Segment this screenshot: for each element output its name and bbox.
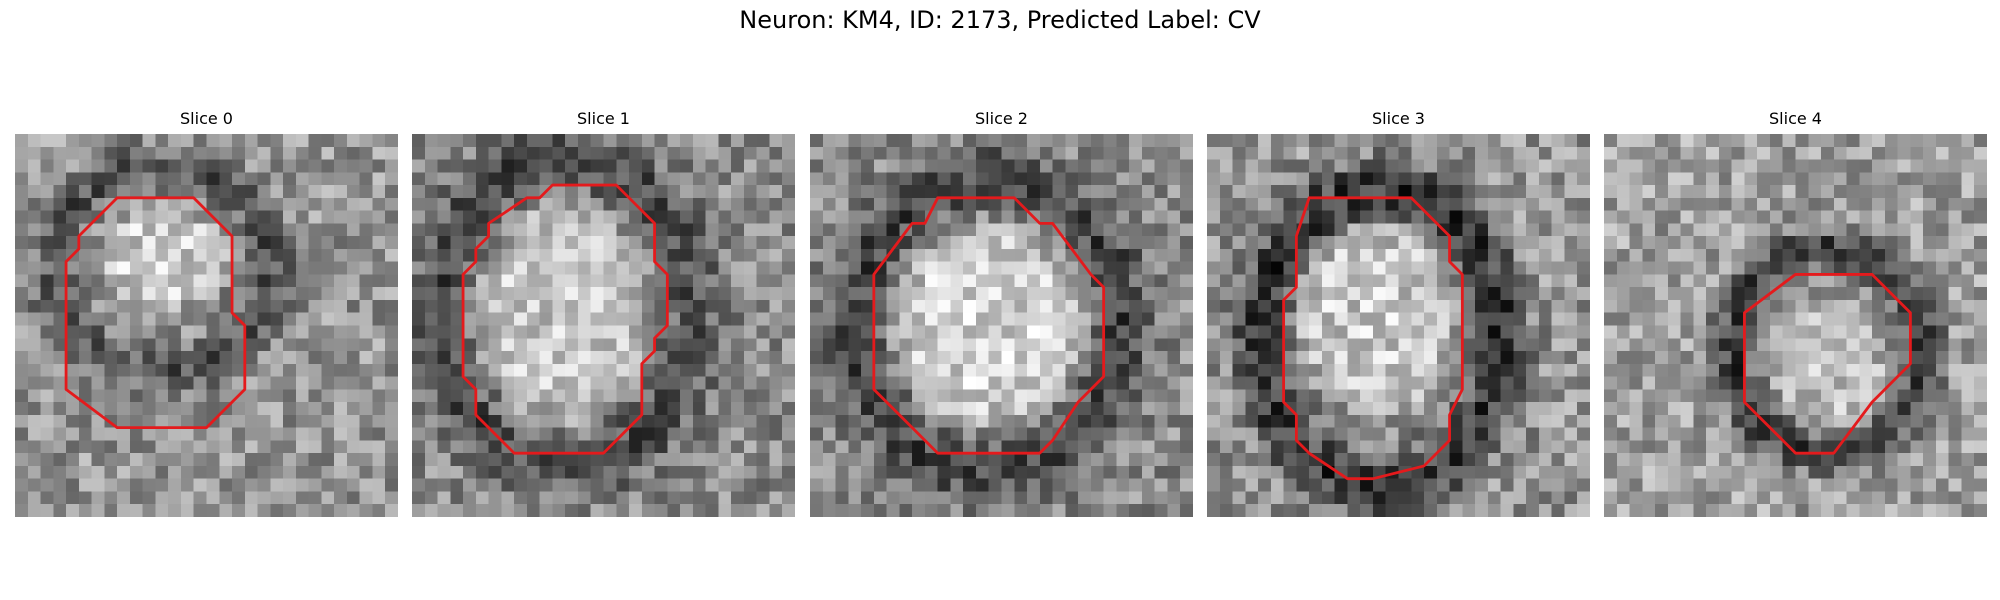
slice-title: Slice 0 [180,109,233,128]
segmentation-contour [1743,273,1912,455]
slice-image [1604,134,1987,517]
slice-panel-0: Slice 0 [15,108,398,517]
segmentation-contour [872,196,1106,455]
slice-image [412,134,795,517]
slice-image [810,134,1193,517]
slice-title: Slice 2 [975,109,1028,128]
segmentation-contour [461,183,669,455]
slice-title: Slice 1 [577,109,630,128]
segmentation-contour [64,196,247,430]
slice-title: Slice 4 [1769,109,1822,128]
slice-panel-4: Slice 4 [1604,108,1987,517]
grayscale-slice [1207,134,1590,517]
grayscale-slice [412,134,795,517]
slice-panel-2: Slice 2 [810,108,1193,517]
grayscale-slice [15,134,398,517]
slice-image [1207,134,1590,517]
slice-panel-3: Slice 3 [1207,108,1590,517]
grayscale-slice [810,134,1193,517]
slice-image [15,134,398,517]
slice-panel-1: Slice 1 [412,108,795,517]
figure-title: Neuron: KM4, ID: 2173, Predicted Label: … [739,6,1261,34]
grayscale-slice [1604,134,1987,517]
slice-title: Slice 3 [1372,109,1425,128]
segmentation-contour [1282,196,1464,481]
